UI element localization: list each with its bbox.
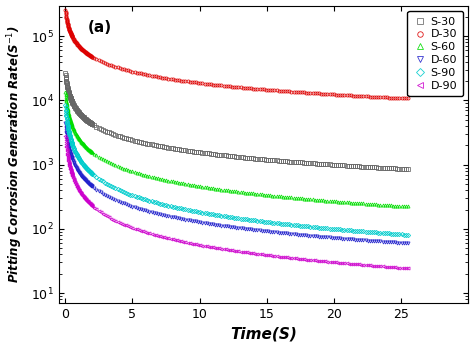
S-30 (65, 88, 71, 92)
Line: S-60: S-60 (64, 90, 410, 208)
D-90 (65, 157, 71, 161)
D-90 (369, 263, 375, 268)
Legend: S-30, D-30, S-60, D-60, S-90, D-90: S-30, D-30, S-60, D-60, S-90, D-90 (407, 11, 463, 96)
D-30 (405, 96, 411, 101)
S-60 (234, 189, 239, 194)
D-90 (63, 134, 68, 138)
D-30 (369, 95, 375, 99)
Line: S-30: S-30 (64, 72, 410, 171)
D-90 (69, 172, 75, 177)
D-60 (63, 120, 68, 125)
S-60 (405, 204, 411, 209)
D-60 (69, 156, 75, 160)
S-60 (65, 110, 71, 114)
Text: (a): (a) (87, 20, 111, 35)
D-60 (234, 226, 239, 230)
S-30 (234, 154, 239, 159)
Y-axis label: Pitting Corrosion Generation Rate(S$^{-1}$): Pitting Corrosion Generation Rate(S$^{-1… (6, 25, 25, 283)
D-60 (369, 239, 375, 243)
D-60 (405, 241, 411, 245)
X-axis label: Time(S): Time(S) (230, 327, 297, 341)
S-30 (63, 71, 68, 75)
S-90 (69, 141, 75, 145)
D-60 (64, 136, 70, 140)
S-30 (69, 99, 75, 103)
S-90 (234, 216, 239, 220)
D-30 (86, 53, 92, 57)
S-90 (86, 169, 92, 173)
D-60 (86, 181, 92, 186)
S-30 (405, 167, 411, 171)
S-60 (369, 202, 375, 206)
D-90 (86, 201, 92, 205)
D-90 (405, 266, 411, 270)
S-30 (369, 165, 375, 169)
D-90 (64, 151, 70, 155)
S-90 (64, 120, 70, 124)
S-60 (64, 104, 70, 108)
D-30 (65, 24, 71, 28)
D-30 (63, 8, 68, 12)
D-30 (64, 19, 70, 24)
S-60 (63, 90, 68, 94)
S-90 (63, 103, 68, 107)
Line: D-30: D-30 (64, 9, 410, 100)
D-30 (234, 85, 239, 89)
D-30 (69, 34, 75, 38)
S-60 (69, 123, 75, 127)
Line: D-60: D-60 (64, 121, 410, 245)
Line: D-90: D-90 (64, 134, 410, 270)
S-60 (86, 147, 92, 152)
S-30 (86, 120, 92, 124)
S-90 (405, 233, 411, 237)
Line: S-90: S-90 (64, 104, 410, 236)
S-90 (65, 126, 71, 130)
S-90 (369, 230, 375, 234)
D-90 (234, 249, 239, 253)
S-30 (64, 84, 70, 88)
D-60 (65, 142, 71, 146)
